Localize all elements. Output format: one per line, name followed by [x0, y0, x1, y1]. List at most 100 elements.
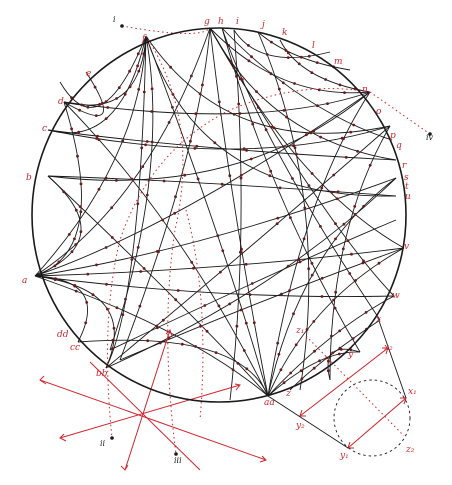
tiling-vertex [174, 195, 177, 199]
tiling-vertex [288, 289, 291, 292]
tiling-vertex [145, 140, 149, 143]
point-i-dot [120, 24, 124, 28]
rim-label-s: s [404, 173, 409, 183]
tiling-vertex [232, 112, 236, 116]
rim-label-a: a [22, 276, 27, 286]
tiling-vertex [217, 100, 221, 104]
tiling-vertex [300, 377, 304, 381]
tiling-vertex [320, 276, 324, 280]
tiling-vertex [221, 249, 225, 253]
geodesic [209, 27, 405, 249]
dotted-geodesic-iv [107, 88, 371, 439]
rim-label-v: v [404, 242, 409, 252]
tiling-vertex [289, 216, 292, 220]
tiling-vertex [235, 74, 238, 78]
geodesic [34, 275, 115, 369]
rim-label-y: y [347, 350, 354, 360]
tiling-vertex [348, 272, 352, 275]
tiling-vertex [313, 349, 316, 353]
tiling-vertex [157, 250, 160, 254]
tiling-vertex [364, 311, 368, 314]
tiling-vertex [299, 55, 303, 59]
geodesic [221, 27, 361, 353]
tiling-vertex [70, 127, 73, 131]
tiling-vertex [307, 54, 311, 58]
tiling-vertex [337, 352, 341, 356]
tiling-vertex [239, 176, 243, 180]
tiling-vertex [338, 346, 342, 350]
construction-line-z1 [305, 335, 405, 437]
tiling-vertex [124, 297, 127, 301]
tiling-vertex [203, 304, 207, 307]
tiling-vertex [307, 267, 311, 271]
tiling-vertex [354, 279, 357, 282]
geodesic [34, 177, 397, 277]
point-iv-dot [428, 132, 432, 136]
tiling-vertex [156, 326, 159, 330]
tiling-vertex [130, 258, 134, 261]
tiling-vertex [250, 282, 254, 285]
tiling-vertex [342, 222, 346, 226]
rim-label-g: g [204, 17, 210, 27]
hyperbolic-geodesics [34, 27, 405, 401]
rim-label-r: r [402, 161, 407, 171]
point-label-iii: iii [174, 456, 182, 465]
tiling-vertex [94, 114, 98, 117]
tiling-vertex [95, 137, 98, 140]
rim-label-bb: bb [96, 369, 108, 379]
tiling-vertex [320, 295, 324, 298]
point-label-ii: ii [100, 439, 106, 448]
geodesic [145, 35, 269, 397]
tiling-vertex [150, 140, 154, 144]
tiling-vertex [341, 247, 345, 251]
tiling-vertex [141, 165, 145, 169]
tiling-vertex [281, 145, 285, 149]
tiling-vertex [67, 233, 71, 236]
geodesic [34, 275, 395, 298]
arrowhead [165, 329, 173, 337]
rim-label-f: f [141, 34, 147, 44]
tiling-vertex [136, 64, 140, 68]
tiling-vertex [219, 270, 222, 274]
tiling-vertex [325, 356, 329, 360]
tiling-vertex [110, 206, 114, 210]
rim-label-i: i [236, 17, 239, 27]
rim-label-dd: dd [57, 330, 69, 340]
tiling-vertex [190, 74, 193, 78]
rim-label-m: m [334, 57, 343, 67]
tiling-vertex [335, 197, 339, 201]
rim-label-b: b [26, 173, 32, 183]
tiling-vertex [245, 367, 249, 371]
tiling-vertex [104, 176, 108, 180]
tiling-vertex [268, 174, 272, 178]
tiling-vertex [326, 369, 330, 373]
construction-line-y1x1 [347, 397, 407, 449]
tiling-vertex [194, 345, 198, 348]
line-x-x1 [377, 317, 407, 399]
tiling-vertex [275, 222, 279, 226]
geodesic [109, 35, 154, 351]
tiling-vertex [331, 351, 334, 355]
tiling-vertex [281, 81, 285, 85]
tiling-vertex [289, 371, 293, 375]
tiling-vertex [137, 69, 141, 73]
poincare-disc-boundary [31, 27, 407, 403]
tiling-vertex [356, 149, 359, 153]
geodesic [105, 35, 147, 369]
tiling-vertex [80, 103, 84, 107]
tiling-vertex [285, 115, 288, 119]
tiling-vertex [161, 318, 165, 322]
tiling-vertex [144, 143, 148, 147]
rim-label-k: k [282, 28, 287, 38]
tiling-vertex [377, 261, 381, 265]
tiling-vertex [332, 298, 335, 302]
tiling-vertex [86, 272, 90, 276]
tiling-vertex [295, 152, 298, 156]
black-construction [267, 317, 411, 457]
tiling-vertex [228, 302, 232, 306]
construction-geometry [39, 25, 431, 471]
tiling-vertex [272, 126, 276, 130]
rim-label-c: c [42, 124, 47, 134]
tiling-vertex [231, 368, 235, 371]
